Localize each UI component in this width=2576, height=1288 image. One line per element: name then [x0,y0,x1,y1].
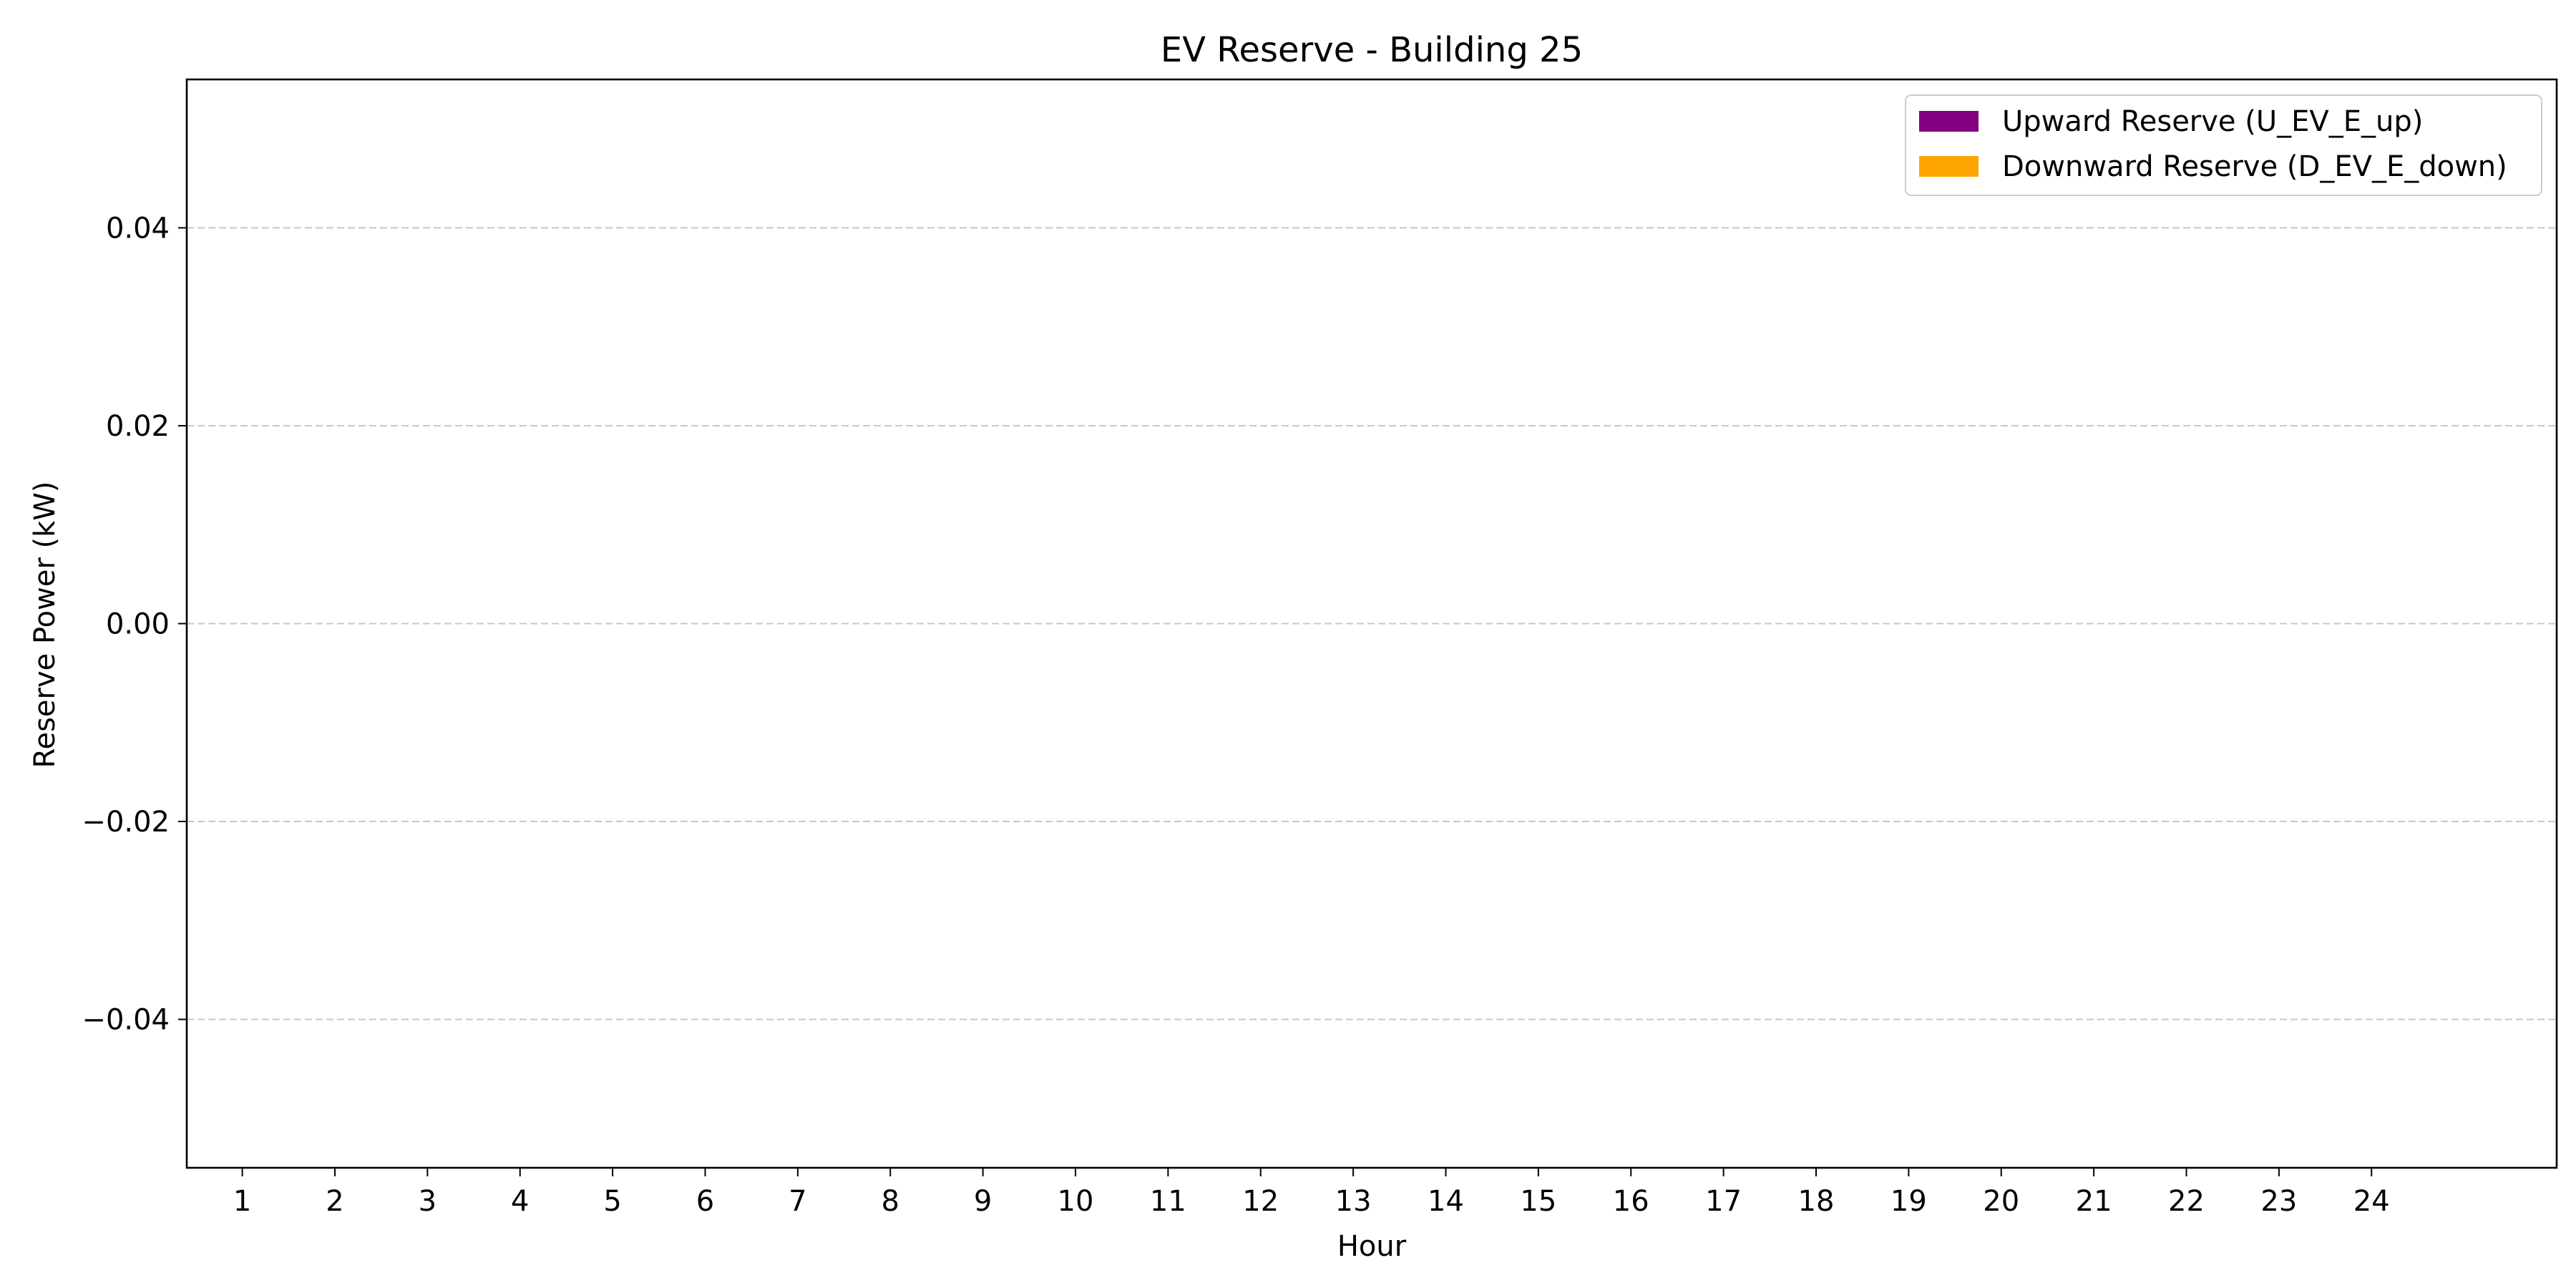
x-tick-label: 18 [1798,1185,1835,1218]
x-tick-label: 16 [1613,1185,1649,1218]
x-tick-label: 20 [1983,1185,2019,1218]
x-tick-label: 14 [1428,1185,1464,1218]
x-tick-label: 17 [1705,1185,1742,1218]
x-tick-label: 24 [2353,1185,2390,1218]
x-tick-label: 11 [1150,1185,1186,1218]
y-tick-label: 0.00 [106,608,170,641]
legend-box [1905,94,2542,196]
x-tick-label: 9 [974,1185,992,1218]
x-tick-label: 7 [789,1185,806,1218]
x-tick-label: 22 [2168,1185,2205,1218]
x-tick-label: 2 [326,1185,343,1218]
x-tick-label: 12 [1242,1185,1279,1218]
x-tick-label: 10 [1058,1185,1094,1218]
legend-swatch [1919,156,1979,177]
chart-title: EV Reserve - Building 25 [1161,30,1583,70]
y-tick-label: 0.04 [106,212,170,245]
x-tick-label: 21 [2076,1185,2112,1218]
x-tick-label: 19 [1890,1185,1927,1218]
y-tick-label: −0.02 [82,806,170,839]
legend-swatch [1919,111,1979,132]
x-tick-label: 8 [882,1185,899,1218]
legend-label: Downward Reserve (D_EV_E_down) [2002,150,2507,183]
y-axis-ticks: 0.04 0.02 0.00 −0.02 −0.04 [82,212,187,1037]
x-tick-label: 3 [419,1185,436,1218]
y-axis-label: Reserve Power (kW) [29,481,62,768]
x-axis-label: Hour [1337,1230,1407,1263]
y-tick-label: 0.02 [106,410,170,443]
grid-lines [187,227,2557,1020]
y-tick-label: −0.04 [82,1004,170,1037]
legend-label: Upward Reserve (U_EV_E_up) [2002,105,2423,138]
x-tick-label: 6 [696,1185,714,1218]
x-tick-label: 15 [1520,1185,1556,1218]
x-tick-label: 23 [2260,1185,2297,1218]
x-tick-label: 5 [603,1185,621,1218]
legend: Upward Reserve (U_EV_E_up) Downward Reser… [1905,94,2542,196]
x-tick-label: 4 [511,1185,529,1218]
x-tick-label: 1 [233,1185,251,1218]
x-axis-ticks: 1 2 3 4 5 6 7 8 9 10 11 12 13 14 15 16 17 18 19 20 21 22 23 24 [233,1168,2390,1218]
x-tick-label: 13 [1335,1185,1372,1218]
